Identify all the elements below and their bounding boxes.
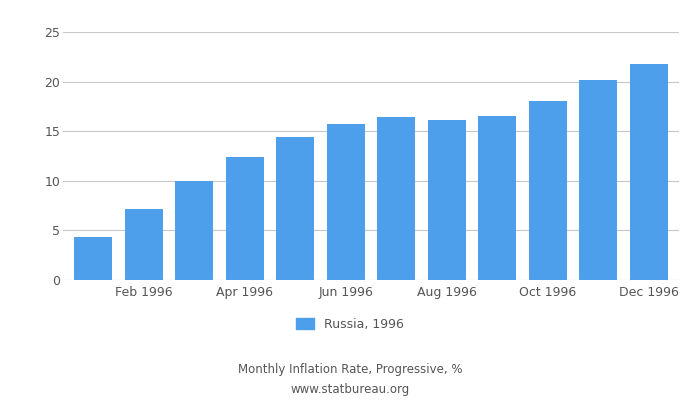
Bar: [377, 117, 415, 280]
Bar: [478, 116, 516, 280]
Bar: [125, 208, 162, 280]
Bar: [175, 181, 214, 280]
Bar: [630, 64, 668, 280]
Bar: [528, 102, 567, 280]
Bar: [327, 124, 365, 280]
Bar: [580, 80, 617, 280]
Bar: [428, 120, 466, 280]
Legend: Russia, 1996: Russia, 1996: [290, 313, 410, 336]
Bar: [74, 237, 112, 280]
Text: www.statbureau.org: www.statbureau.org: [290, 384, 410, 396]
Bar: [276, 137, 314, 280]
Bar: [226, 157, 264, 280]
Text: Monthly Inflation Rate, Progressive, %: Monthly Inflation Rate, Progressive, %: [238, 364, 462, 376]
